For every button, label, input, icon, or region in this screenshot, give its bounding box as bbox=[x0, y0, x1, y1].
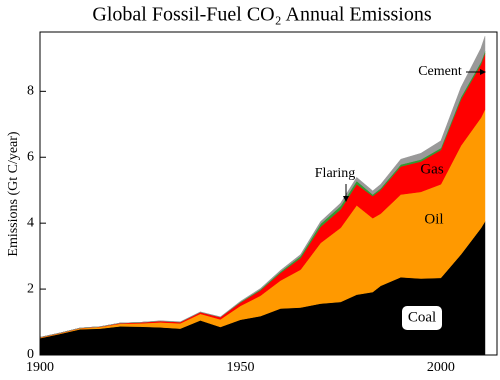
y-tick-label: 4 bbox=[27, 215, 34, 230]
labels: Coal Oil Gas Flaring Cement bbox=[315, 64, 486, 330]
y-tick-label: 2 bbox=[27, 281, 34, 296]
x-tick-label: 1950 bbox=[226, 360, 254, 375]
plot-frame bbox=[39, 31, 498, 356]
chart-title: Global Fossil-Fuel CO₂ Annual Emissions bbox=[92, 4, 431, 26]
axes: 0 2 4 6 8 1900 1950 2000 bbox=[26, 31, 498, 375]
arrow-head bbox=[343, 196, 349, 202]
arrow-head bbox=[480, 69, 486, 75]
x-tick-label: 1900 bbox=[26, 360, 54, 375]
y-tick-label: 8 bbox=[27, 84, 34, 99]
series-label: Flaring bbox=[315, 166, 355, 181]
label-box bbox=[402, 306, 442, 330]
y-tick-label: 0 bbox=[27, 347, 34, 362]
y-axis-label: Emissions (Gt C/year) bbox=[6, 131, 21, 257]
x-tick-label: 2000 bbox=[427, 360, 455, 375]
y-tick-label: 6 bbox=[27, 149, 34, 164]
series-label: Oil bbox=[424, 211, 443, 227]
area bbox=[39, 36, 486, 338]
series-label: Cement bbox=[418, 64, 462, 79]
series-label: Coal bbox=[408, 309, 436, 325]
series-label: Gas bbox=[420, 161, 443, 177]
